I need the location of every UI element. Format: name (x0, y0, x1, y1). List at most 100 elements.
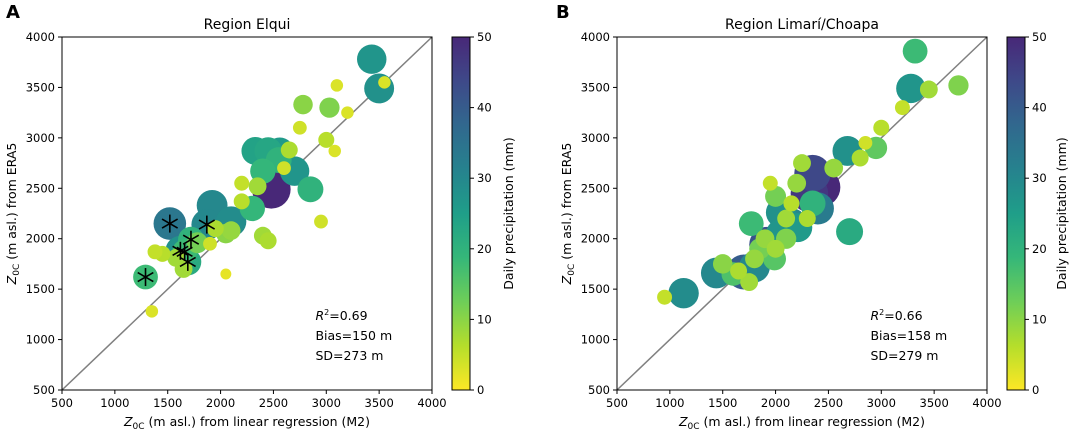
scatter-points (657, 38, 969, 309)
star-marker (161, 214, 179, 233)
y-tick-label: 2000 (26, 232, 55, 246)
stat-r2-value: =0.66 (884, 308, 922, 323)
x-tick-label: 1000 (655, 396, 684, 410)
y-axis-label-subscript: 0C (12, 264, 22, 276)
y-axis-label-symbol: Z (559, 275, 574, 285)
x-tick-label: 2000 (206, 396, 235, 410)
star-marker (176, 242, 193, 261)
data-point (762, 175, 778, 191)
stat-r2-symbol: R (315, 308, 324, 323)
x-tick-label: 1000 (100, 396, 129, 410)
colorbar (1006, 36, 1026, 391)
data-point (793, 154, 811, 173)
colorbar-label: Daily precipitation (mm) (501, 137, 516, 289)
star-stroke (176, 246, 193, 258)
x-tick-label: 3500 (365, 396, 394, 410)
data-point (730, 262, 748, 280)
chart-title: Region Limarí/Choapa (725, 17, 879, 33)
data-point (280, 141, 298, 159)
colorbar-tick-label: 30 (477, 171, 492, 185)
x-tick-label: 4000 (972, 396, 1001, 410)
stat-r2: R2=0.69 (315, 308, 367, 323)
colorbar-tick-label: 20 (477, 242, 492, 256)
star-stroke (182, 234, 200, 245)
data-point (783, 195, 800, 212)
data-point (798, 210, 816, 228)
data-point (341, 106, 354, 119)
data-point (203, 236, 217, 251)
data-point (740, 273, 759, 292)
data-point (777, 209, 796, 228)
data-point (657, 289, 673, 305)
colorbar-tick-label: 20 (1032, 242, 1047, 256)
stat-r2-value: =0.69 (329, 308, 367, 323)
colorbar-tick-label: 40 (1032, 101, 1047, 115)
data-point (330, 79, 344, 92)
data-point (668, 277, 699, 309)
colorbar-tick-label: 0 (1032, 383, 1039, 397)
data-point (147, 244, 163, 260)
colorbar-label: Daily precipitation (mm) (1054, 137, 1069, 289)
scatter-points (133, 44, 395, 318)
data-point (357, 44, 387, 74)
stat-r2-superscript: 2 (324, 308, 329, 317)
y-axis-label-subscript: 0C (567, 264, 577, 276)
colorbar-tick-label: 40 (477, 101, 492, 115)
star-stroke (179, 256, 196, 268)
star-marker (198, 215, 216, 234)
data-point (787, 173, 807, 193)
panel-letter: A (6, 2, 20, 23)
data-point (234, 175, 250, 191)
data-point (145, 305, 159, 318)
panel-letter: B (556, 2, 570, 23)
data-point (319, 97, 340, 118)
colorbar-tick-label: 10 (1032, 312, 1047, 326)
data-point (851, 149, 869, 167)
colorbar-tick-label: 0 (477, 383, 484, 397)
data-point (233, 193, 250, 210)
data-point (293, 94, 313, 115)
data-point (765, 185, 787, 207)
y-tick-label: 2000 (581, 232, 610, 246)
data-point (745, 249, 764, 269)
y-tick-label: 500 (588, 383, 610, 397)
y-tick-label: 2500 (581, 181, 610, 195)
data-point (894, 100, 910, 116)
star-stroke (198, 219, 216, 230)
y-tick-label: 4000 (581, 30, 610, 44)
x-tick-label: 500 (606, 396, 628, 410)
chart-title: Region Elqui (204, 17, 291, 33)
x-axis-label-subscript: 0C (133, 422, 145, 432)
colorbar-tick-label: 50 (1032, 30, 1047, 44)
x-tick-label: 3000 (867, 396, 896, 410)
star-stroke (161, 218, 179, 229)
star-marker (137, 268, 154, 287)
star-marker (182, 230, 200, 249)
y-axis-label-text: (m asl.) from ERA5 (559, 143, 574, 264)
colorbar-tick-label: 30 (1032, 171, 1047, 185)
data-point (297, 176, 324, 203)
x-axis-label-subscript: 0C (688, 422, 700, 432)
x-axis-label: Z0C (m asl.) from linear regression (M2) (678, 414, 925, 432)
x-axis-label-text: (m asl.) from linear regression (M2) (700, 414, 925, 429)
y-tick-label: 3500 (26, 80, 55, 94)
y-tick-label: 3500 (581, 80, 610, 94)
y-tick-label: 3000 (26, 131, 55, 145)
x-tick-label: 4000 (417, 396, 446, 410)
x-tick-label: 2500 (814, 396, 843, 410)
data-point (799, 190, 826, 217)
x-tick-label: 500 (51, 396, 73, 410)
stat-bias: Bias=150 m (315, 328, 392, 343)
y-axis-label-text: (m asl.) from ERA5 (4, 143, 19, 264)
y-tick-label: 4000 (26, 30, 55, 44)
data-point (314, 214, 328, 229)
stat-sd: SD=273 m (315, 348, 383, 363)
x-tick-label: 2000 (761, 396, 790, 410)
data-point (378, 76, 391, 89)
x-axis-label: Z0C (m asl.) from linear regression (M2) (123, 414, 370, 432)
y-tick-label: 1000 (26, 333, 55, 347)
star-stroke (172, 245, 189, 257)
x-tick-label: 1500 (708, 396, 737, 410)
x-axis-label-text: (m asl.) from linear regression (M2) (145, 414, 370, 429)
